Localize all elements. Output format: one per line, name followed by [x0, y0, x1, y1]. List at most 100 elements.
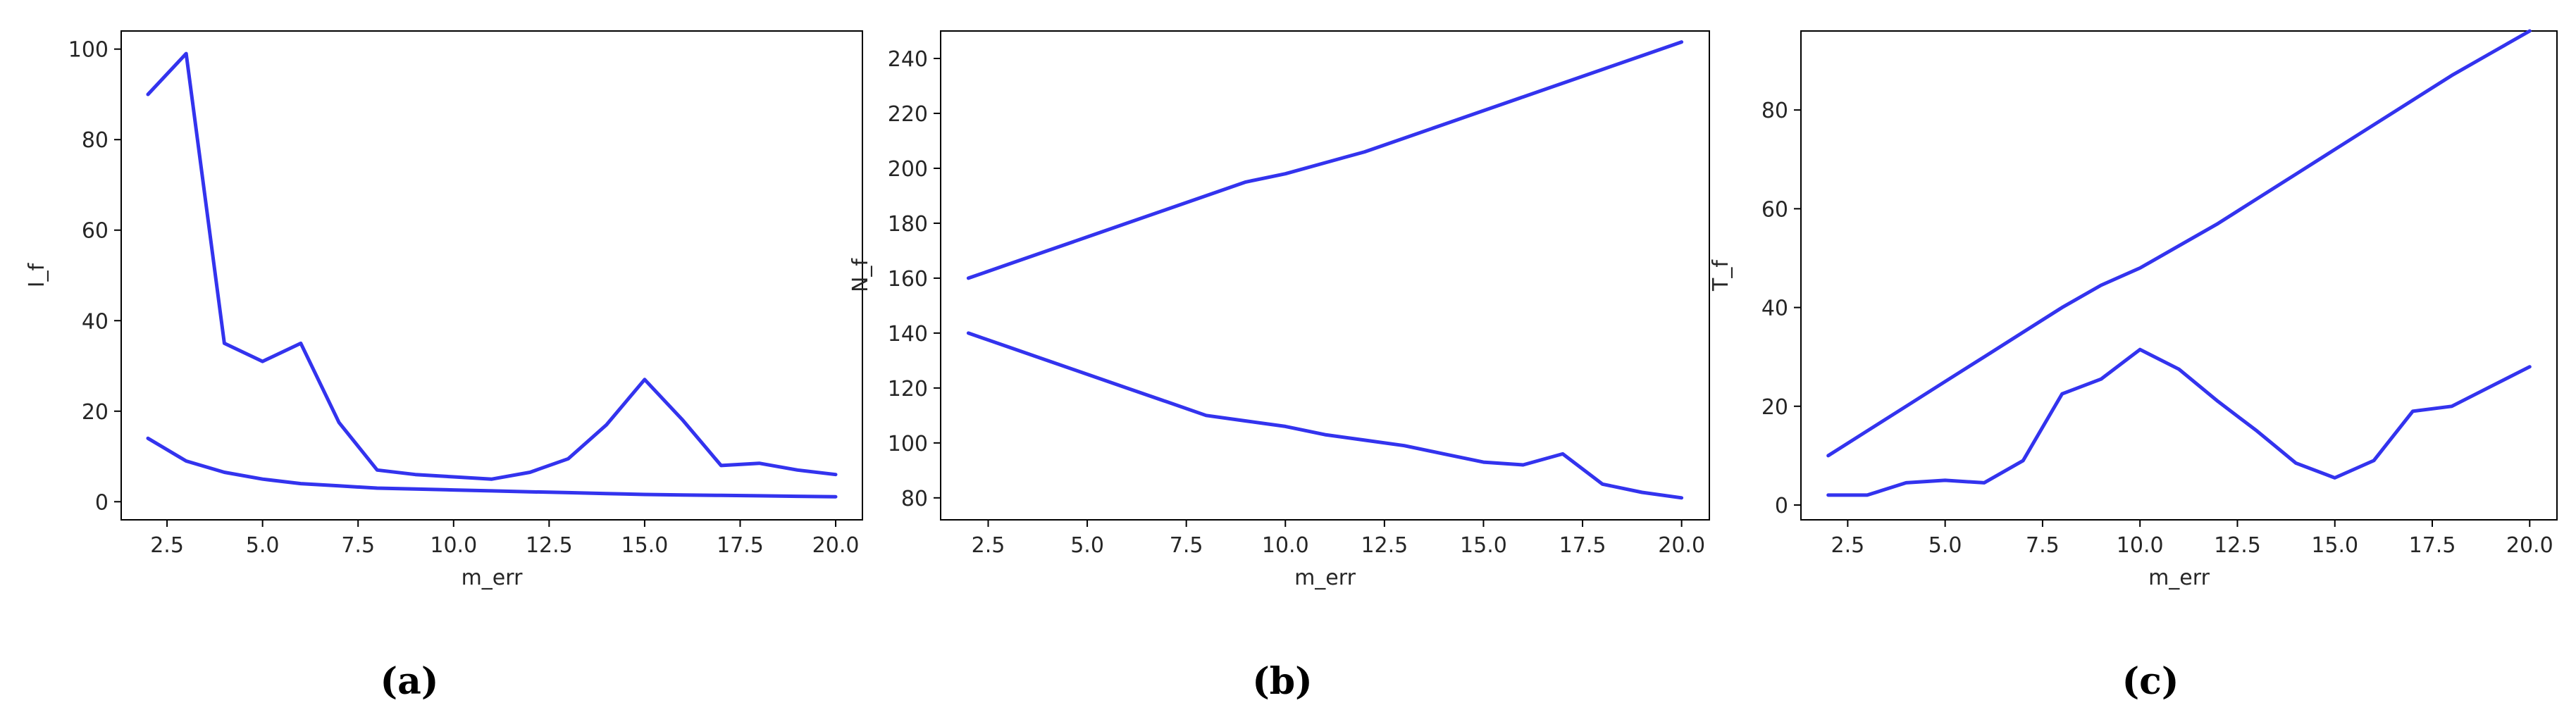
series-2-point [184, 459, 188, 463]
plot-a: 2.5 5.0 7.5 10.0 12.5 15.0 17.5 20.0 0 20 40 60 80 10… [25, 30, 863, 590]
series-1-point [1165, 207, 1169, 211]
x-tick-label: 15.0 [1460, 533, 1507, 558]
series-2-point [2060, 392, 2064, 396]
x-tick-label: 20.0 [2506, 533, 2553, 558]
series-2-point [1442, 451, 1446, 456]
series-2-point [605, 492, 609, 496]
series-2-point [1085, 372, 1089, 376]
series-1-point [2138, 266, 2142, 270]
series-1-point [1561, 81, 1565, 85]
series-1-point [1943, 380, 1948, 384]
series-2-point [2410, 409, 2415, 413]
series-1-point [2099, 283, 2103, 287]
series-1-point [528, 471, 532, 475]
x-tick-label: 20.0 [1658, 533, 1705, 558]
series-2-line [1826, 347, 2532, 497]
x-tick-label: 12.5 [1361, 533, 1408, 558]
series-1-point [414, 473, 418, 477]
y-axis-label: I_f [25, 262, 49, 287]
y-tick-label: 80 [82, 128, 109, 153]
series-1-point [1600, 68, 1604, 72]
series-1-point [2060, 306, 2064, 310]
caption-c: (c) [2122, 660, 2179, 703]
series-2-line [146, 436, 838, 499]
series-2-point [2489, 385, 2493, 389]
series-2-point [1680, 496, 1684, 500]
series-2-point [1165, 399, 1169, 404]
y-tick-label: 0 [1775, 494, 1788, 518]
series-1-point [643, 378, 647, 382]
series-1-point [605, 423, 609, 427]
y-tick-label: 20 [82, 400, 109, 425]
x-tick-label: 10.0 [1262, 533, 1309, 558]
series-2-point [1826, 493, 1831, 497]
x-tick-label: 17.5 [717, 533, 764, 558]
series-1-point [1521, 95, 1525, 99]
x-tick-label: 17.5 [1559, 533, 1606, 558]
series-1-point [1323, 161, 1327, 165]
series-2-point [2099, 377, 2103, 381]
series-2-point [2177, 367, 2181, 371]
series-1-point [2216, 221, 2220, 225]
series-1-point [2177, 244, 2181, 248]
y-tick-label: 60 [82, 219, 109, 244]
series-2-point [1402, 444, 1406, 448]
series-1-point [2372, 123, 2376, 127]
series-1-point [2489, 51, 2493, 56]
x-tick-label: 5.0 [1928, 533, 1962, 558]
x-tick-label: 20.0 [812, 533, 860, 558]
plot-b: 2.5 5.0 7.5 10.0 12.5 15.0 17.5 20.0 80 100 120 140… [848, 30, 1710, 590]
series-2-point [1323, 432, 1327, 437]
series-2-point [1521, 463, 1525, 467]
series-2-point [2450, 404, 2454, 409]
series-2-point [1244, 419, 1248, 423]
series-2-point [146, 436, 150, 440]
series-2-point [337, 484, 341, 488]
y-tick-label: 40 [82, 309, 109, 334]
y-tick-label: 80 [1761, 99, 1788, 123]
series-1-point [2255, 197, 2259, 201]
series-2-point [566, 490, 571, 494]
series-1-point [1402, 136, 1406, 140]
x-tick-label: 12.5 [2214, 533, 2261, 558]
series-1-point [1640, 54, 1644, 58]
series-1-point [2410, 98, 2415, 102]
x-tick-label: 12.5 [526, 533, 573, 558]
series-2-point [1640, 490, 1644, 494]
panel-c: 2.5 5.0 7.5 10.0 12.5 15.0 17.5 20.0 0 20 40 60 80 m_… [1709, 29, 2558, 703]
y-tick-label: 120 [888, 377, 928, 401]
panel-a: 2.5 5.0 7.5 10.0 12.5 15.0 17.5 20.0 0 20 40 60 80 10… [25, 30, 863, 703]
series-2-point [2021, 459, 2025, 463]
series-1-line [146, 51, 838, 481]
series-2-point [222, 471, 226, 475]
x-tick-label: 15.0 [2311, 533, 2358, 558]
series-1-point [146, 92, 150, 96]
series-2-point [719, 493, 723, 497]
series-1-point [184, 51, 188, 56]
series-2-point [1046, 359, 1050, 363]
axes-frame [1800, 30, 2558, 521]
series-1-point [2450, 73, 2454, 77]
y-tick-label: 60 [1761, 197, 1788, 222]
y-tick-label: 200 [888, 157, 928, 182]
x-tick-label: 17.5 [2409, 533, 2456, 558]
series-1-point [375, 468, 379, 472]
series-2-point [2527, 365, 2532, 369]
x-tick-label: 7.5 [1170, 533, 1203, 558]
series-1-point [1125, 221, 1129, 225]
series-2-point [452, 488, 456, 492]
series-2-point [966, 331, 970, 335]
series-1-point [1865, 429, 1869, 433]
series-2-point [490, 489, 494, 493]
x-tick-label: 5.0 [246, 533, 280, 558]
y-axis-label: N_f [848, 258, 873, 292]
y-tick-label: 160 [888, 267, 928, 292]
series-1-line [1826, 29, 2532, 458]
series-2-line [966, 331, 1684, 500]
plot-c: 2.5 5.0 7.5 10.0 12.5 15.0 17.5 20.0 0 20 40 60 80 m_… [1709, 29, 2558, 590]
series-2-point [1561, 451, 1565, 456]
series-1-point [261, 359, 265, 363]
series-1-point [566, 456, 571, 461]
